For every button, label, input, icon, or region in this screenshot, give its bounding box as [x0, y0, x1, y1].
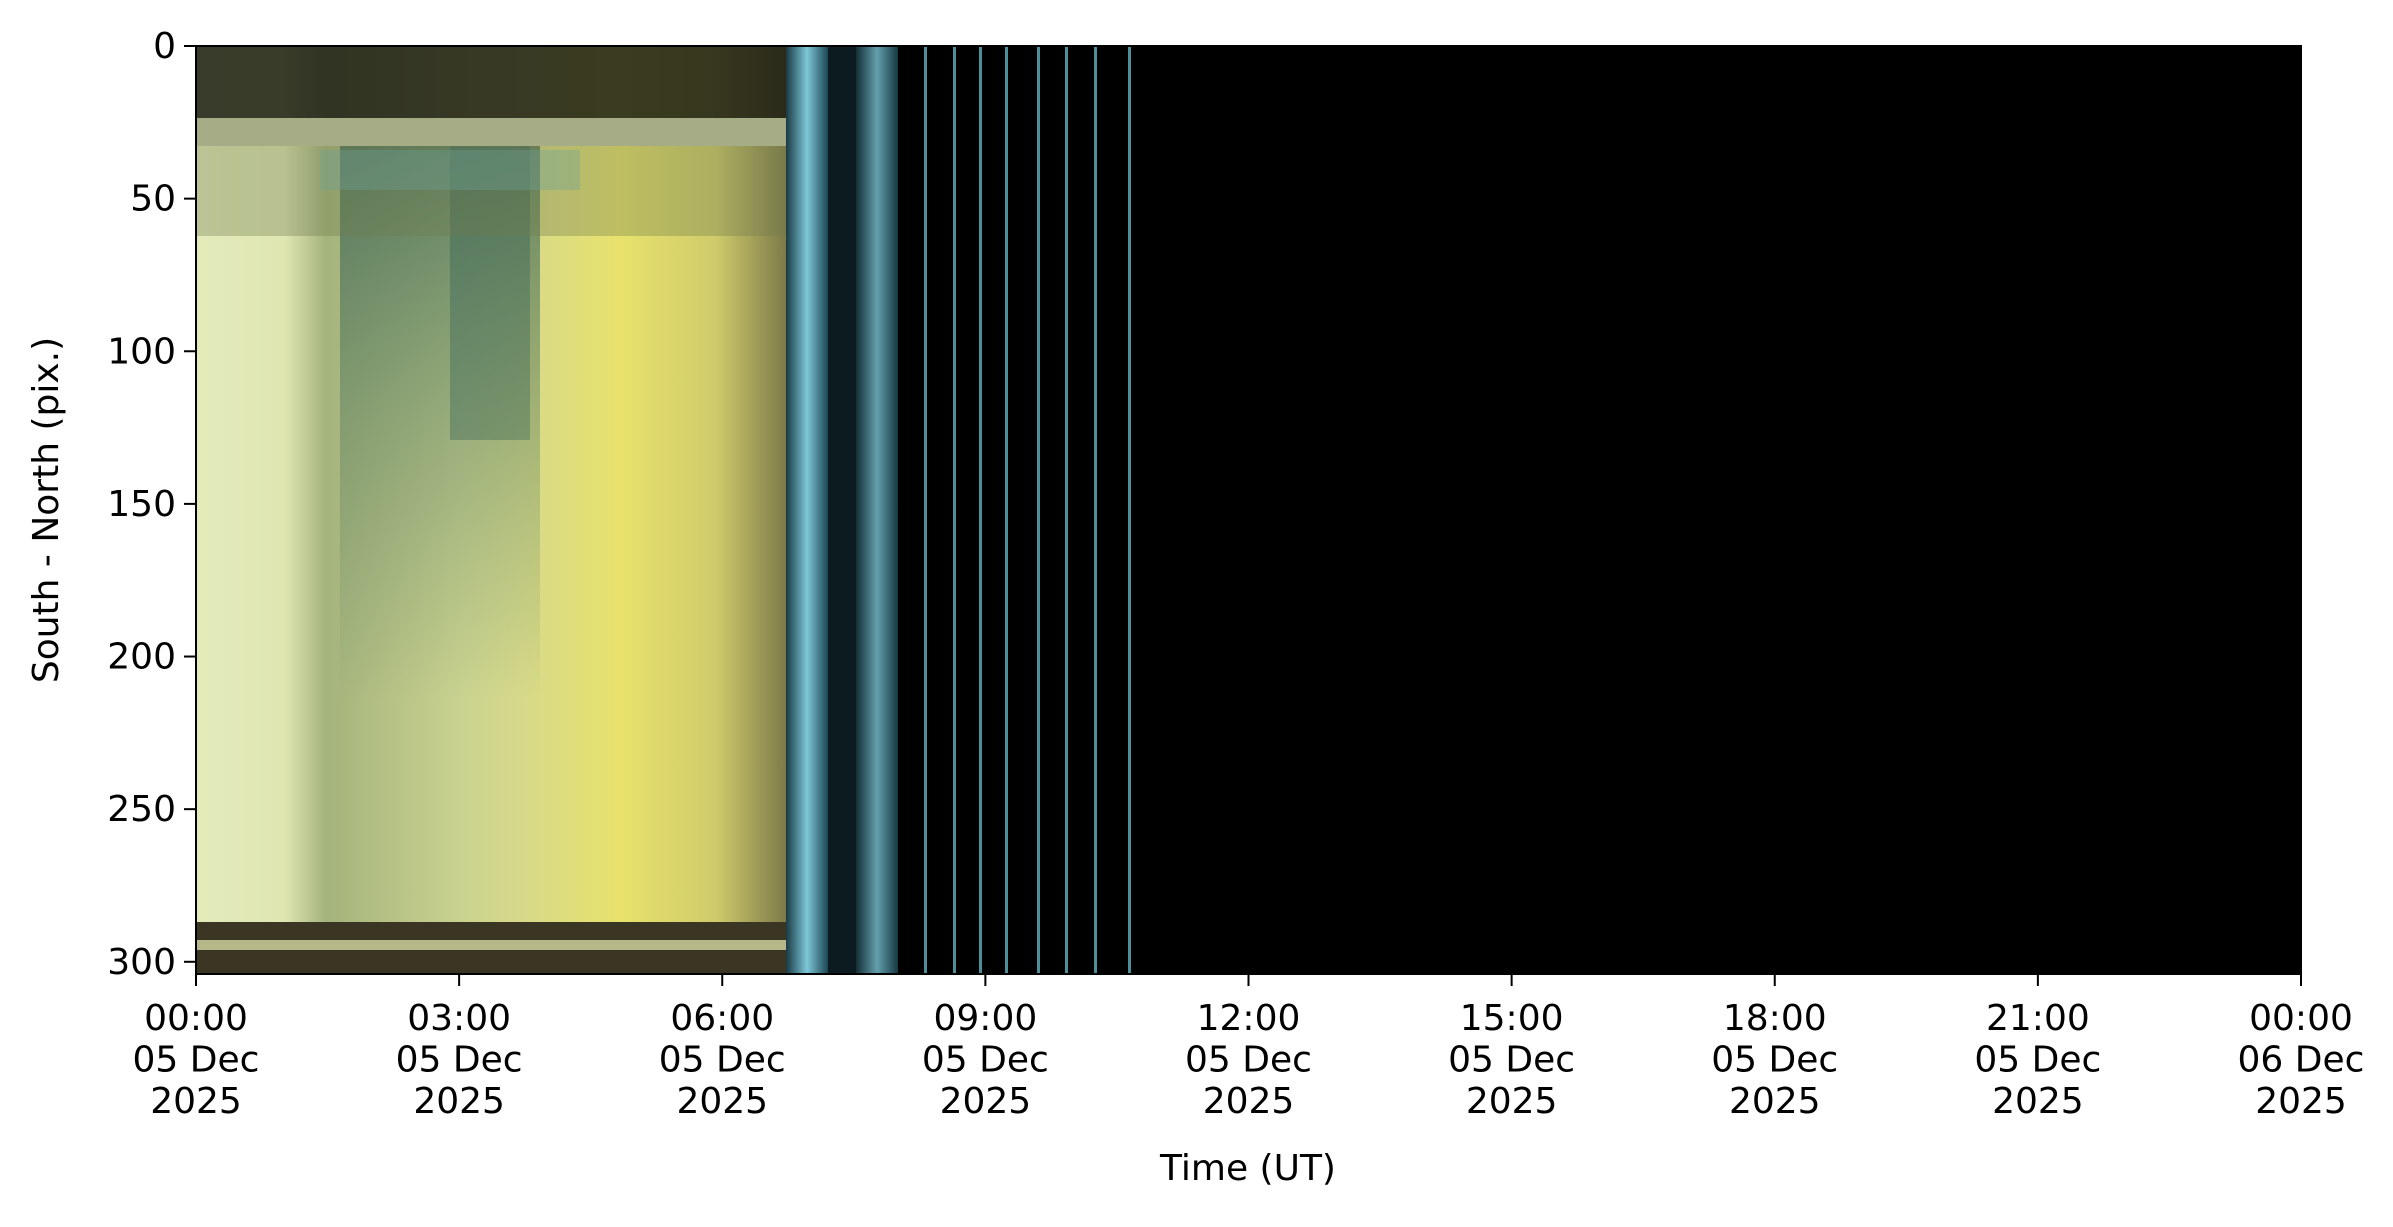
x-tick-label: 00:00 06 Dec 2025 [2238, 998, 2365, 1122]
y-tick-label: 250 [107, 789, 176, 830]
x-tick-label: 18:00 05 Dec 2025 [1711, 998, 1838, 1122]
y-tick-label: 0 [153, 26, 176, 67]
y-tick-label: 150 [107, 484, 176, 525]
x-tick-label: 00:00 05 Dec 2025 [133, 998, 260, 1122]
y-tick-label: 50 [130, 179, 176, 220]
x-tick-label: 06:00 05 Dec 2025 [659, 998, 786, 1122]
x-tick-label: 09:00 05 Dec 2025 [922, 998, 1049, 1122]
x-tick-label: 21:00 05 Dec 2025 [1974, 998, 2101, 1122]
y-tick-label: 300 [107, 942, 176, 983]
x-tick-label: 12:00 05 Dec 2025 [1185, 998, 1312, 1122]
keogram-image [196, 46, 2301, 974]
x-axis-label: Time (UT) [1159, 1148, 1336, 1189]
y-axis-label: South - North (pix.) [26, 337, 67, 683]
y-tick-label: 200 [107, 637, 176, 678]
x-tick-label: 15:00 05 Dec 2025 [1448, 998, 1575, 1122]
x-tick-label: 03:00 05 Dec 2025 [396, 998, 523, 1122]
y-tick-label: 100 [107, 331, 176, 372]
